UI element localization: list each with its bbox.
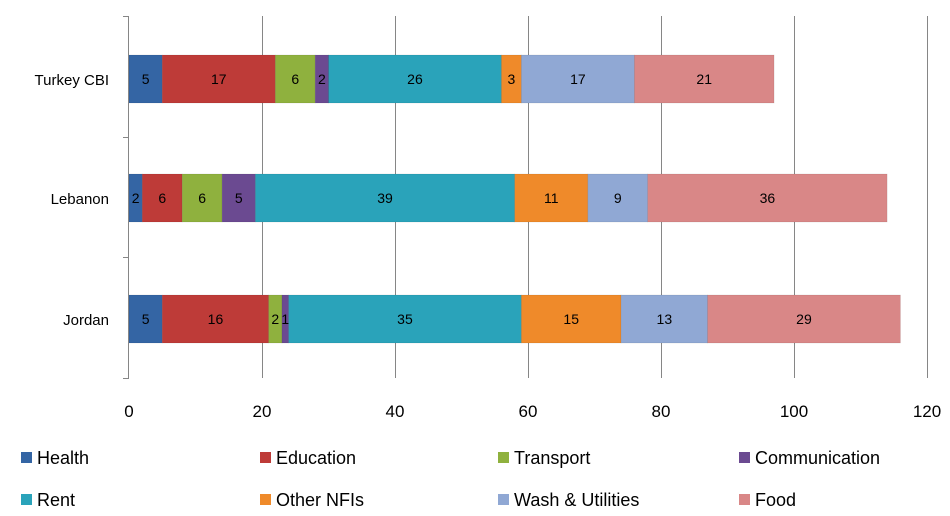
data-label: 26 [407, 71, 423, 87]
data-label: 17 [211, 71, 227, 87]
x-tick-label-80: 80 [652, 402, 671, 421]
bar-segment [142, 173, 183, 223]
bar-segment [255, 173, 516, 223]
bar-segment [707, 294, 901, 344]
data-label: 6 [158, 190, 166, 206]
data-label: 36 [760, 190, 776, 206]
data-label: 35 [397, 311, 413, 327]
data-label: 17 [570, 71, 586, 87]
bar-segment [221, 173, 256, 223]
bar-segment [268, 294, 283, 344]
data-label: 6 [291, 71, 299, 87]
legend-swatch [21, 494, 32, 505]
data-label: 39 [377, 190, 393, 206]
x-tick-label-40: 40 [386, 402, 405, 421]
legend-swatch [260, 494, 271, 505]
bar-segment [128, 54, 163, 104]
data-label: 2 [271, 311, 279, 327]
data-label: 9 [614, 190, 622, 206]
bar-segment [521, 54, 635, 104]
data-label: 11 [544, 190, 559, 206]
data-label: 2 [132, 190, 140, 206]
category-label: Turkey CBI [35, 72, 109, 89]
x-tick-label-100: 100 [780, 402, 808, 421]
legend-label: Transport [514, 448, 590, 468]
data-label: 5 [235, 190, 243, 206]
category-label: Lebanon [51, 191, 109, 208]
x-tick-label-20: 20 [253, 402, 272, 421]
bar-segments: 5 17 6 2 26 3 17 212 6 6 5 39 11 9 365 16 2 1 35 15 13 29 [128, 54, 901, 344]
data-label: 13 [657, 311, 673, 327]
legend: Health Education Transport Communication Ren… [21, 448, 880, 510]
data-label: 3 [507, 71, 515, 87]
bar-segment [634, 54, 775, 104]
x-tick-label-60: 60 [519, 402, 538, 421]
x-tick-label-120: 120 [913, 402, 941, 421]
data-label: 21 [696, 71, 712, 87]
data-label: 16 [208, 311, 224, 327]
bar-segment [647, 173, 888, 223]
legend-swatch [21, 452, 32, 463]
bar-segment [288, 294, 522, 344]
legend-swatch [498, 452, 509, 463]
bar-segment [181, 173, 223, 223]
legend-label: Communication [755, 448, 880, 468]
data-label: 5 [142, 311, 150, 327]
x-tick-label-0: 0 [124, 402, 133, 421]
data-label: 5 [142, 71, 150, 87]
legend-label: Food [755, 490, 796, 510]
legend-swatch [739, 494, 750, 505]
bar-segment [161, 294, 269, 344]
legend-swatch [498, 494, 509, 505]
legend-label: Other NFIs [276, 490, 364, 510]
bar-segment [620, 294, 708, 344]
bar-segment [328, 54, 502, 104]
data-label: 6 [198, 190, 206, 206]
data-label: 2 [318, 71, 326, 87]
axes: 0 20 40 60 80 100 120 Turkey CBI Lebanon Jordan [35, 16, 941, 421]
category-label: Jordan [63, 312, 109, 329]
legend-swatch [260, 452, 271, 463]
legend-label: Wash & Utilities [514, 490, 639, 510]
bar-segment [587, 173, 648, 223]
data-label: 1 [281, 311, 289, 327]
bar-segment [521, 294, 622, 344]
legend-label: Health [37, 448, 89, 468]
legend-swatch [739, 452, 750, 463]
data-label: 29 [796, 311, 812, 327]
legend-label: Rent [37, 490, 75, 510]
legend-label: Education [276, 448, 356, 468]
data-label: 15 [563, 311, 579, 327]
bar-segment [274, 54, 316, 104]
bar-segment [514, 173, 589, 223]
